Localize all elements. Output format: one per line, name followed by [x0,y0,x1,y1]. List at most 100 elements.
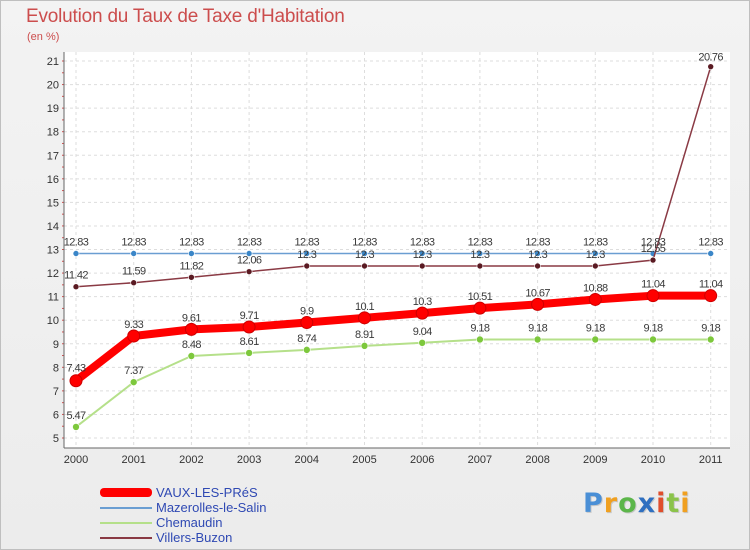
data-label: 12.83 [468,237,493,249]
data-label: 11.04 [641,279,665,291]
data-label: 9.71 [240,310,259,322]
series-line-3 [75,65,712,288]
data-point [69,374,83,388]
data-label: 11.42 [64,270,88,282]
data-point [300,316,314,330]
logo-letter: t [666,488,681,519]
x-tick-label: 2007 [468,454,492,466]
data-label: 5.47 [66,410,85,422]
x-tick-label: 2008 [525,454,549,466]
data-label: 10.1 [355,301,374,313]
y-tick-label: 8 [53,362,59,374]
y-tick-label: 16 [47,174,59,186]
x-tick-label: 2011 [699,454,723,466]
logo-letter: P [583,488,604,519]
legend: VAUX-LES-PRéS Mazerolles-le-Salin Chemaudi… [100,485,267,545]
data-label: 12.83 [525,237,550,249]
data-label: 12.83 [237,237,262,249]
legend-item: Mazerolles-le-Salin [100,500,267,515]
logo-letter: x [637,488,657,519]
data-label: 12.83 [410,237,435,249]
logo-letter: o [618,488,638,519]
data-point [531,297,545,311]
y-tick-label: 14 [47,221,59,233]
legend-item: Villers-Buzon [100,530,267,545]
data-label: 9.18 [528,323,547,335]
x-tick-label: 2000 [64,454,88,466]
data-label: 8.74 [297,333,316,345]
data-point [360,342,369,350]
data-label: 9.61 [182,312,201,324]
y-tick-label: 18 [47,127,59,139]
data-point [534,262,541,270]
legend-swatch [100,521,152,524]
data-point [72,423,80,431]
series-line-0 [72,291,715,385]
data-point [591,262,599,270]
y-tick-label: 6 [53,409,59,421]
data-label: 12.83 [64,237,89,249]
data-point [303,262,311,270]
y-tick-label: 11 [48,292,59,304]
data-point [361,250,368,257]
data-point [130,279,137,287]
x-tick-label: 2005 [352,454,376,466]
data-label: 12.3 [528,249,547,261]
data-label: 8.48 [182,339,201,351]
legend-label: Villers-Buzon [156,530,233,545]
data-point [418,262,426,270]
y-tick-label: 7 [53,386,59,398]
data-point [707,250,715,257]
data-label: 9.04 [413,326,432,338]
data-label: 9.33 [124,319,143,331]
data-point [188,250,195,257]
data-label: 9.18 [643,323,662,335]
y-tick-label: 20 [47,80,59,92]
data-point [187,352,196,360]
y-tick-label: 19 [47,103,59,115]
data-label: 12.3 [297,249,316,261]
data-label: 10.67 [525,287,550,299]
x-tick-label: 2010 [641,454,665,466]
data-label: 9.9 [300,306,314,318]
legend-swatch [100,506,152,509]
logo-letter: i [656,488,667,519]
data-point [591,250,599,257]
data-label: 12.83 [295,237,320,249]
data-point [418,339,427,347]
data-point [184,322,198,336]
legend-item: VAUX-LES-PRéS [100,485,267,500]
data-point [361,262,368,270]
x-tick-label: 2003 [237,454,261,466]
data-point [476,335,484,344]
x-tick-label: 2001 [121,454,145,466]
data-point [533,335,542,344]
data-label: 12.83 [698,237,723,249]
data-point [588,292,602,306]
data-point [130,250,137,257]
data-label: 11.82 [180,260,204,272]
series-line-2 [75,338,712,428]
chart-title: Evolution du Taux de Taxe d'Habitation [26,6,345,27]
data-point [649,335,657,344]
data-point [303,250,311,257]
data-point [245,349,253,357]
logo-letter: r [603,488,619,519]
data-point [476,262,484,270]
data-point [72,250,80,257]
legend-label: Mazerolles-le-Salin [156,500,267,515]
x-tick-label: 2002 [179,454,203,466]
data-point [473,301,487,315]
data-point [302,346,311,354]
data-label: 12.3 [355,249,374,261]
y-tick-label: 21 [47,56,59,68]
data-label: 12.83 [121,237,146,249]
data-label: 12.3 [586,249,605,261]
x-tick-label: 2006 [410,454,434,466]
data-point [649,256,657,264]
data-point [415,306,429,320]
data-label: 10.88 [583,282,608,294]
data-point [129,378,138,386]
data-label: 12.3 [470,249,489,261]
